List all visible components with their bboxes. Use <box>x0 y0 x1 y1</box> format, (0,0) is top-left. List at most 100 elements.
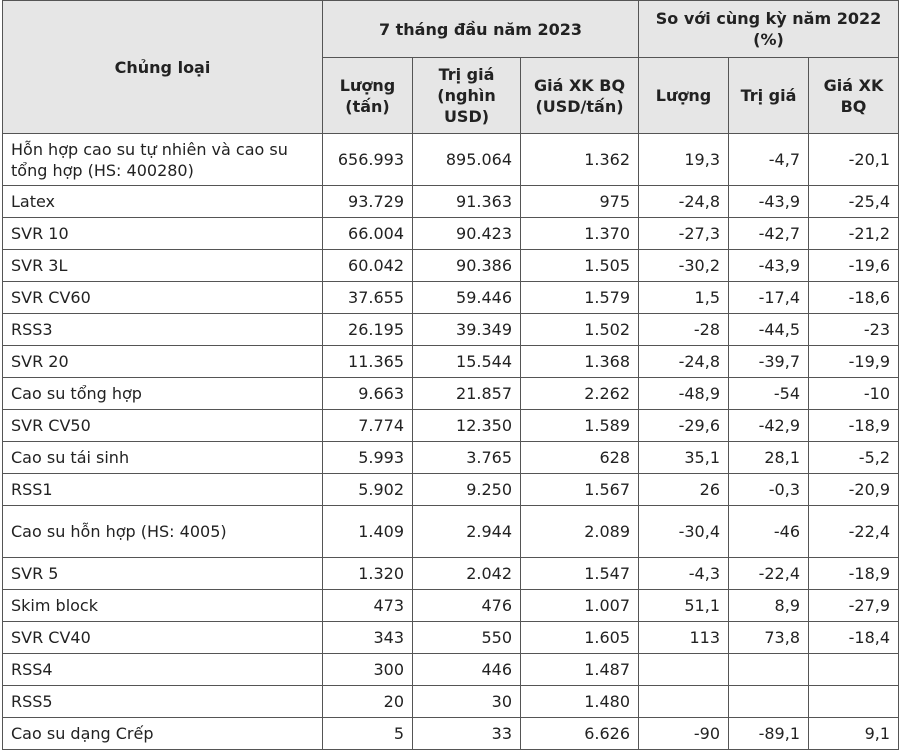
table-cell: -25,4 <box>807 185 900 218</box>
table-row: SVR 3L 60.042 90.386 1.505 -30,2 -43,9 -19,6 <box>2 249 900 282</box>
table-cell: 30 <box>412 685 521 718</box>
table-cell: 1.567 <box>520 473 639 506</box>
table-cell: -18,9 <box>807 557 900 590</box>
table-cell: -44,5 <box>728 313 809 346</box>
header-cell: Chủng loại <box>2 0 323 134</box>
table-cell: 33 <box>412 717 521 750</box>
table-cell: 51,1 <box>638 589 729 622</box>
table-cell <box>728 685 809 718</box>
table-cell: SVR 10 <box>2 217 323 250</box>
table-cell: -54 <box>728 377 809 410</box>
table-cell: 446 <box>412 653 521 686</box>
table-cell: 1.362 <box>520 133 639 186</box>
table-cell: -39,7 <box>728 345 809 378</box>
table-cell: 28,1 <box>728 441 809 474</box>
table-cell: -89,1 <box>728 717 809 750</box>
header-row: Chủng loại 7 tháng đầu năm 2023 So với c… <box>2 0 900 134</box>
table-cell: Cao su tổng hợp <box>2 377 323 410</box>
table-row: SVR CV60 37.655 59.446 1.579 1,5 -17,4 -18,6 <box>2 281 900 314</box>
table-cell: Hỗn hợp cao su tự nhiên và cao su tổng h… <box>2 133 323 186</box>
table-cell: 1.007 <box>520 589 639 622</box>
table-cell: -42,9 <box>728 409 809 442</box>
table-cell: 11.365 <box>322 345 413 378</box>
header-cell: Lượng (tấn) <box>322 57 413 134</box>
header-cell: 7 tháng đầu năm 2023 <box>322 0 639 58</box>
table-cell: 1.409 <box>322 505 413 558</box>
table-cell: -30,2 <box>638 249 729 282</box>
table-cell: 9.250 <box>412 473 521 506</box>
table-cell <box>638 653 729 686</box>
table-cell: 1.589 <box>520 409 639 442</box>
table-cell: SVR CV40 <box>2 621 323 654</box>
table-cell: Cao su dạng Crếp <box>2 717 323 750</box>
table-cell: SVR 20 <box>2 345 323 378</box>
table-row: Skim block 473 476 1.007 51,1 8,9 -27,9 <box>2 589 900 622</box>
table-cell: 60.042 <box>322 249 413 282</box>
table-cell: 15.544 <box>412 345 521 378</box>
table-row: Hỗn hợp cao su tự nhiên và cao su tổng h… <box>2 133 900 186</box>
table-cell: -42,7 <box>728 217 809 250</box>
table-cell: 66.004 <box>322 217 413 250</box>
table-cell: 343 <box>322 621 413 654</box>
table-cell: 90.423 <box>412 217 521 250</box>
table-cell: -30,4 <box>638 505 729 558</box>
table-cell: RSS4 <box>2 653 323 686</box>
table-row: SVR CV40 343 550 1.605 113 73,8 -18,4 <box>2 621 900 654</box>
table-cell: 1.502 <box>520 313 639 346</box>
table-cell: SVR CV50 <box>2 409 323 442</box>
header-cell: Giá XK BQ (USD/tấn) <box>520 57 639 134</box>
table-cell: 37.655 <box>322 281 413 314</box>
table-cell: RSS3 <box>2 313 323 346</box>
table-row: RSS3 26.195 39.349 1.502 -28 -44,5 -23 <box>2 313 900 346</box>
table-cell: 26 <box>638 473 729 506</box>
table-cell: 93.729 <box>322 185 413 218</box>
table-cell: 8,9 <box>728 589 809 622</box>
table-row: RSS4 300 446 1.487 <box>2 653 900 686</box>
table-cell: 300 <box>322 653 413 686</box>
table-cell: -46 <box>728 505 809 558</box>
table-cell: 1.579 <box>520 281 639 314</box>
table-cell: 2.042 <box>412 557 521 590</box>
table-cell: -0,3 <box>728 473 809 506</box>
header-cell: Lượng <box>638 57 729 134</box>
table-cell: -19,6 <box>807 249 900 282</box>
table-cell: 1,5 <box>638 281 729 314</box>
table-cell: -21,2 <box>807 217 900 250</box>
table-cell: -27,9 <box>807 589 900 622</box>
table-cell: 113 <box>638 621 729 654</box>
table-cell: 26.195 <box>322 313 413 346</box>
table-row: Cao su dạng Crếp 5 33 6.626 -90 -89,1 9,1 <box>2 717 900 750</box>
table-cell: 19,3 <box>638 133 729 186</box>
header-cell: So với cùng kỳ năm 2022 (%) <box>637 0 900 58</box>
table-cell: 35,1 <box>638 441 729 474</box>
table-row: Cao su hỗn hợp (HS: 4005) 1.409 2.944 2.089… <box>2 505 900 558</box>
table-cell: 59.446 <box>412 281 521 314</box>
table-cell: 473 <box>322 589 413 622</box>
table-cell: 6.626 <box>520 717 639 750</box>
table-cell: 1.368 <box>520 345 639 378</box>
header-row: Lượng (tấn) Trị giá (nghìn USD) Giá XK BQ … <box>3 57 900 134</box>
table-cell: Skim block <box>2 589 323 622</box>
table-cell: -18,4 <box>807 621 900 654</box>
table-cell: 12.350 <box>412 409 521 442</box>
header-cell: Trị giá <box>728 57 809 134</box>
table-cell: SVR 5 <box>2 557 323 590</box>
table-cell: Cao su tái sinh <box>2 441 323 474</box>
table-cell: 5.993 <box>322 441 413 474</box>
table-cell: 2.944 <box>412 505 521 558</box>
table-cell: -20,1 <box>807 133 900 186</box>
table-cell: 1.547 <box>520 557 639 590</box>
table-cell: -24,8 <box>638 345 729 378</box>
table-cell: 975 <box>520 185 639 218</box>
table-row: Latex 93.729 91.363 975 -24,8 -43,9 -25,4 <box>2 185 900 218</box>
table-cell: -29,6 <box>638 409 729 442</box>
table-cell <box>638 685 729 718</box>
table-cell: 20 <box>322 685 413 718</box>
table-cell: 628 <box>520 441 639 474</box>
table-cell <box>728 653 809 686</box>
table-row: SVR 5 1.320 2.042 1.547 -4,3 -22,4 -18,9 <box>2 557 900 590</box>
table-cell: -24,8 <box>638 185 729 218</box>
table-cell: -20,9 <box>807 473 900 506</box>
